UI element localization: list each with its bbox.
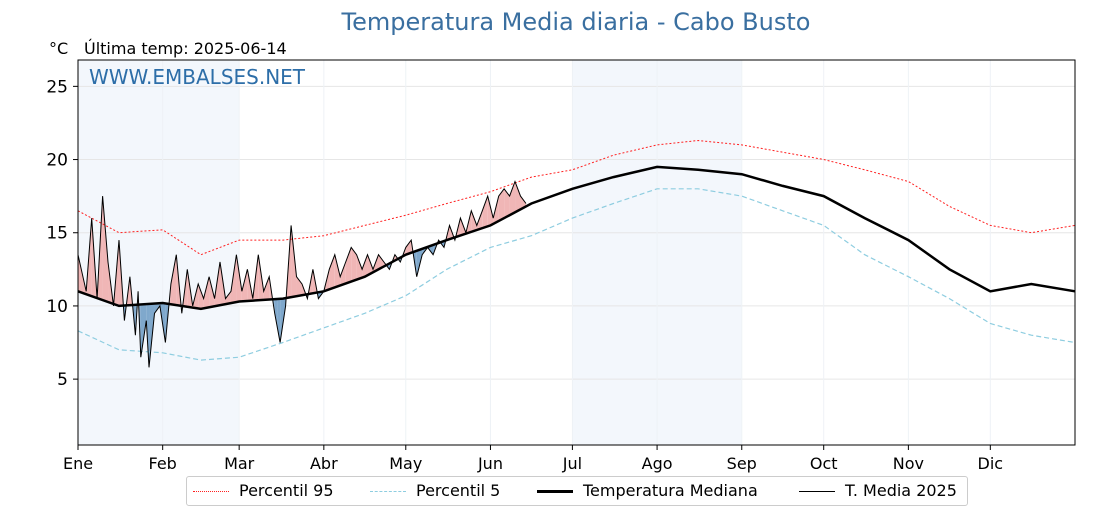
- y-tick-label: 10: [46, 297, 68, 317]
- y-tick-label: 20: [46, 151, 68, 171]
- x-axis: Ene Feb Mar Abr May Jun Jul Ago Sep Oct Nov Dic: [63, 445, 1003, 473]
- legend-label-2025: T. Media 2025: [845, 481, 957, 500]
- x-tick-label: Nov: [893, 454, 924, 473]
- y-tick-label: 25: [46, 77, 68, 97]
- month-band: [163, 60, 239, 445]
- legend-swatch-p5: [370, 491, 406, 492]
- legend-label-p95: Percentil 95: [239, 481, 334, 500]
- legend-swatch-median: [537, 490, 573, 493]
- watermark-text: WWW.EMBALSES.NET: [89, 65, 306, 89]
- x-tick-label: Jul: [562, 454, 582, 473]
- chart-title: Temperatura Media diaria - Cabo Busto: [0, 8, 1120, 36]
- y-unit-label: °C: [49, 39, 68, 58]
- legend: Percentil 95 Percentil 5 Temperatura Med…: [186, 476, 968, 506]
- x-tick-label: Oct: [810, 454, 838, 473]
- x-tick-label: Jun: [477, 454, 503, 473]
- x-tick-label: Ago: [642, 454, 673, 473]
- legend-label-median: Temperatura Mediana: [583, 481, 758, 500]
- legend-label-p5: Percentil 5: [416, 481, 500, 500]
- x-tick-label: Ene: [63, 454, 93, 473]
- y-tick-label: 5: [57, 370, 68, 390]
- x-tick-label: Dic: [978, 454, 1004, 473]
- month-band: [657, 60, 742, 445]
- last-temp-label: Última temp: 2025-06-14: [84, 39, 287, 58]
- x-tick-label: Abr: [310, 454, 338, 473]
- x-tick-label: May: [389, 454, 422, 473]
- x-tick-label: Feb: [149, 454, 177, 473]
- x-tick-label: Mar: [224, 454, 255, 473]
- month-band: [572, 60, 657, 445]
- legend-swatch-2025: [799, 491, 835, 492]
- y-axis: 5 10 15 20 25: [46, 77, 78, 390]
- legend-swatch-p95: [193, 491, 229, 492]
- x-tick-label: Sep: [727, 454, 757, 473]
- y-tick-label: 15: [46, 224, 68, 244]
